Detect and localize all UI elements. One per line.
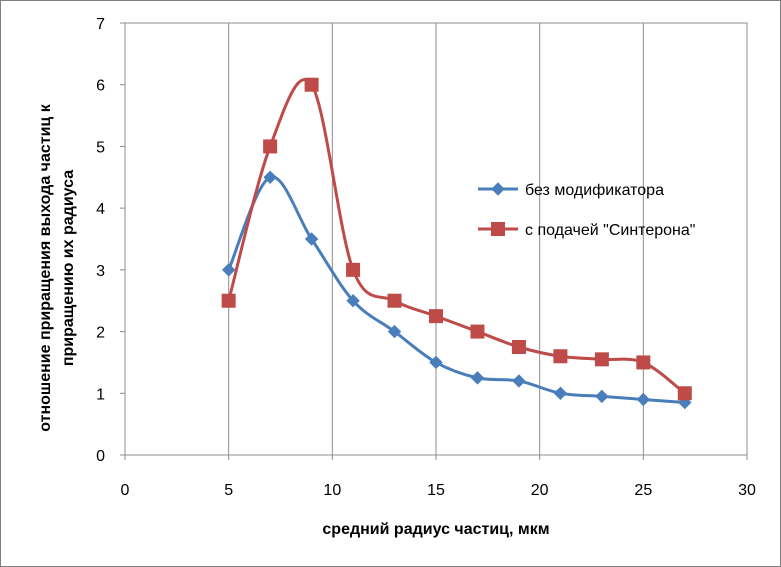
grid-lines <box>228 23 644 455</box>
data-point-s-podachei-sinterona-25 <box>636 355 651 370</box>
data-point-bez-modifikatora-25 <box>636 392 651 407</box>
series-s-podachei-sinterona <box>221 77 692 401</box>
data-point-bez-modifikatora-17 <box>470 371 485 385</box>
legend-label-s-podachei-sinterona: с подачей "Синтерона" <box>525 222 695 239</box>
data-point-s-podachei-sinterona-23 <box>594 352 609 367</box>
legend-marker-s-podachei-sinterona <box>491 222 505 236</box>
data-point-bez-modifikatora-19 <box>512 374 526 388</box>
data-point-s-podachei-sinterona-9 <box>304 77 319 92</box>
x-tick-label-5: 5 <box>224 482 233 499</box>
y-tick-label-0: 0 <box>96 448 105 465</box>
y-tick-label-6: 6 <box>96 78 105 95</box>
data-point-s-podachei-sinterona-17 <box>470 324 485 339</box>
legend-marker-bez-modifikatora <box>491 182 505 196</box>
x-tick-label-10: 10 <box>323 482 341 499</box>
x-tick-label-15: 15 <box>427 482 445 499</box>
series-group <box>221 77 692 410</box>
x-tick-label-0: 0 <box>121 482 130 499</box>
series-line-bez-modifikatora <box>227 175 685 405</box>
x-axis-title: средний радиус частиц, мкм <box>322 521 549 538</box>
data-point-bez-modifikatora-15 <box>429 355 443 370</box>
x-tick-label-25: 25 <box>634 482 652 499</box>
data-point-bez-modifikatora-5 <box>221 263 236 277</box>
x-tick-label-30: 30 <box>738 482 756 499</box>
data-point-s-podachei-sinterona-11 <box>346 262 361 277</box>
series-bez-modifikatora <box>221 170 692 410</box>
data-point-bez-modifikatora-7 <box>263 170 277 184</box>
data-point-s-podachei-sinterona-7 <box>263 139 278 154</box>
y-tick-label-1: 1 <box>96 386 105 403</box>
y-tick-label-4: 4 <box>96 201 105 218</box>
legend: без модификатора с подачей "Синтерона" <box>478 182 695 239</box>
legend-label-bez-modifikatora: без модификатора <box>525 182 664 199</box>
data-point-s-podachei-sinterona-15 <box>429 309 443 324</box>
data-point-bez-modifikatora-9 <box>304 232 319 246</box>
data-point-s-podachei-sinterona-21 <box>553 349 568 364</box>
data-point-s-podachei-sinterona-13 <box>387 293 402 308</box>
y-tick-label-7: 7 <box>96 16 105 33</box>
data-point-bez-modifikatora-11 <box>346 294 360 308</box>
y-tick-label-2: 2 <box>96 325 105 342</box>
y-axis-title-line-1: отношение приращения выхода частиц к <box>37 103 54 431</box>
data-point-s-podachei-sinterona-5 <box>221 293 236 308</box>
y-axis-title: отношение приращения выхода частиц к при… <box>37 103 77 431</box>
y-tick-label-5: 5 <box>96 139 105 156</box>
y-tick-label-3: 3 <box>96 263 105 280</box>
data-point-bez-modifikatora-23 <box>595 389 609 404</box>
legend-item-bez-modifikatora: без модификатора <box>478 182 664 199</box>
legend-item-s-podachei-sinterona: с подачей "Синтерона" <box>478 222 695 239</box>
data-point-s-podachei-sinterona-19 <box>511 340 526 354</box>
data-point-s-podachei-sinterona-27 <box>677 386 692 401</box>
y-axis-title-line-2: приращению их радиуса <box>60 170 77 366</box>
x-tick-label-20: 20 <box>531 482 549 499</box>
data-point-bez-modifikatora-13 <box>387 324 402 339</box>
tick-labels: 0 5 10 15 20 25 30 0 1 2 3 4 5 6 7 <box>96 16 756 499</box>
data-point-bez-modifikatora-21 <box>553 386 568 400</box>
